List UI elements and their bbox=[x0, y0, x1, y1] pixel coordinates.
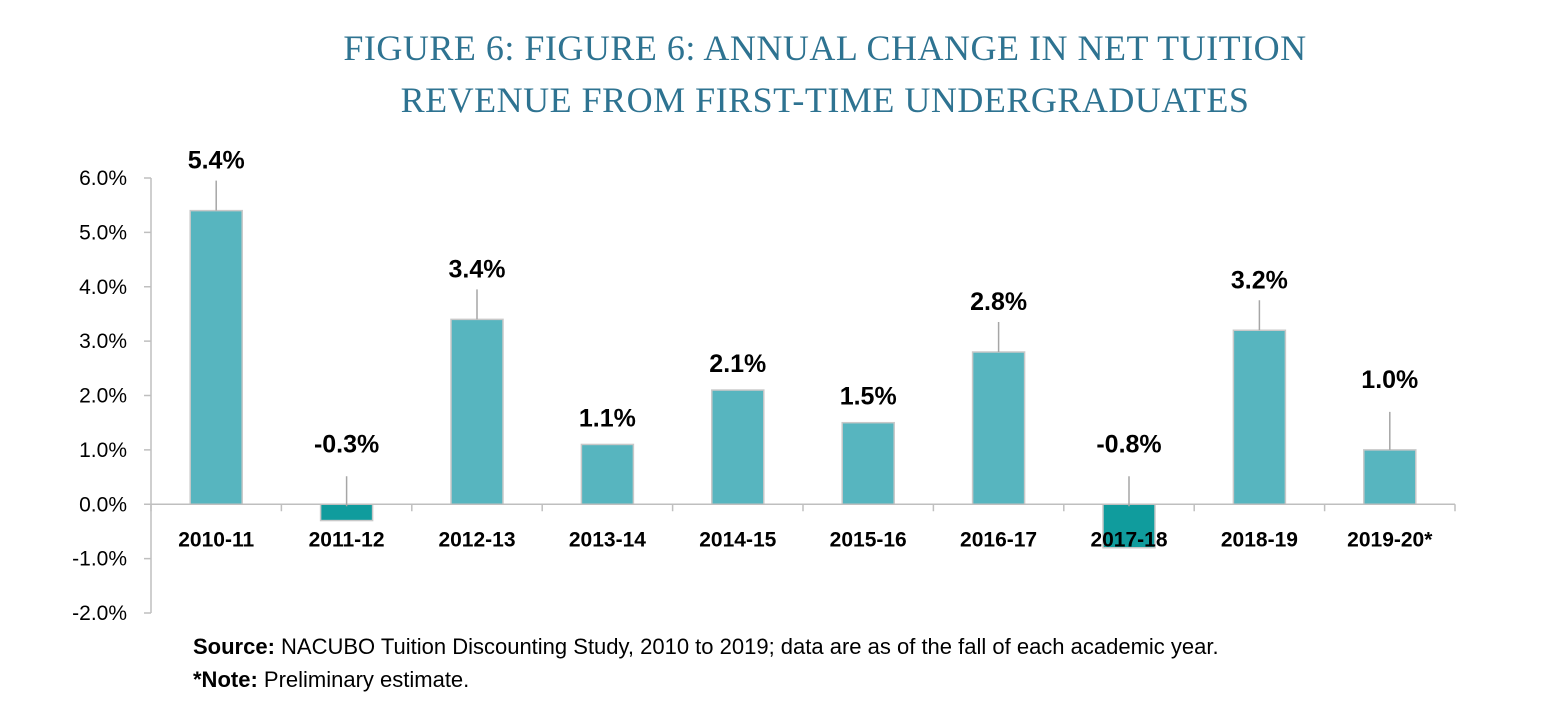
x-category-label: 2015-16 bbox=[830, 528, 907, 551]
chart-notes: Source: NACUBO Tuition Discounting Study… bbox=[193, 630, 1219, 696]
y-tick-label: 3.0% bbox=[79, 330, 127, 353]
x-category-label: 2018-19 bbox=[1221, 528, 1298, 551]
data-label-2010-11: 5.4% bbox=[188, 147, 245, 175]
bar-2018-19 bbox=[1232, 329, 1287, 505]
bar-2013-14 bbox=[580, 443, 635, 505]
source-label: Source: bbox=[193, 634, 275, 659]
x-category-label: 2016-17 bbox=[960, 528, 1037, 551]
preliminary-note: *Note: Preliminary estimate. bbox=[193, 663, 1219, 696]
data-label-2011-12: -0.3% bbox=[314, 430, 379, 458]
source-note: Source: NACUBO Tuition Discounting Study… bbox=[193, 630, 1219, 663]
data-label-2017-18: -0.8% bbox=[1096, 430, 1161, 458]
y-tick-label: 0.0% bbox=[79, 493, 127, 516]
bar-2016-17 bbox=[971, 351, 1026, 505]
bar-2014-15 bbox=[711, 389, 765, 505]
chart-title-line-1: FIGURE 6: FIGURE 6: ANNUAL CHANGE IN NET… bbox=[343, 28, 1307, 68]
y-tick-label: 6.0% bbox=[79, 167, 127, 190]
data-label-2013-14: 1.1% bbox=[579, 404, 636, 432]
y-tick-label: -2.0% bbox=[72, 602, 127, 625]
data-label-2014-15: 2.1% bbox=[709, 350, 766, 378]
bar-2017-18 bbox=[1102, 503, 1156, 549]
note-text: Preliminary estimate. bbox=[257, 667, 470, 692]
data-label-2016-17: 2.8% bbox=[970, 288, 1027, 316]
note-label: *Note: bbox=[193, 667, 258, 692]
bar-2012-13 bbox=[450, 318, 504, 505]
x-category-label: 2017-18 bbox=[1090, 528, 1167, 551]
chart-title: FIGURE 6: FIGURE 6: ANNUAL CHANGE IN NET… bbox=[300, 22, 1350, 126]
y-tick-label: 2.0% bbox=[79, 385, 127, 408]
data-label-2012-13: 3.4% bbox=[449, 255, 506, 283]
bar-2019-20* bbox=[1363, 449, 1417, 505]
y-tick-label: 4.0% bbox=[79, 276, 127, 299]
x-category-label: 2010-11 bbox=[178, 528, 254, 551]
data-label-2019-20*: 1.0% bbox=[1361, 366, 1418, 394]
y-tick-label: 1.0% bbox=[79, 439, 127, 462]
x-category-label: 2011-12 bbox=[309, 528, 385, 551]
chart-title-line-2: REVENUE FROM FIRST-TIME UNDERGRADUATES bbox=[400, 80, 1250, 120]
y-tick-label: -1.0% bbox=[72, 548, 127, 571]
x-category-label: 2014-15 bbox=[699, 528, 776, 551]
data-label-2018-19: 3.2% bbox=[1231, 266, 1288, 294]
data-label-2015-16: 1.5% bbox=[840, 383, 897, 411]
x-category-label: 2019-20* bbox=[1347, 528, 1433, 551]
source-text: NACUBO Tuition Discounting Study, 2010 t… bbox=[274, 634, 1219, 659]
bar-2011-12 bbox=[319, 503, 374, 522]
bar-2010-11 bbox=[189, 209, 243, 505]
x-category-label: 2013-14 bbox=[569, 528, 646, 551]
x-category-label: 2012-13 bbox=[438, 528, 515, 551]
bar-2015-16 bbox=[841, 421, 895, 505]
y-tick-label: 5.0% bbox=[79, 221, 127, 244]
